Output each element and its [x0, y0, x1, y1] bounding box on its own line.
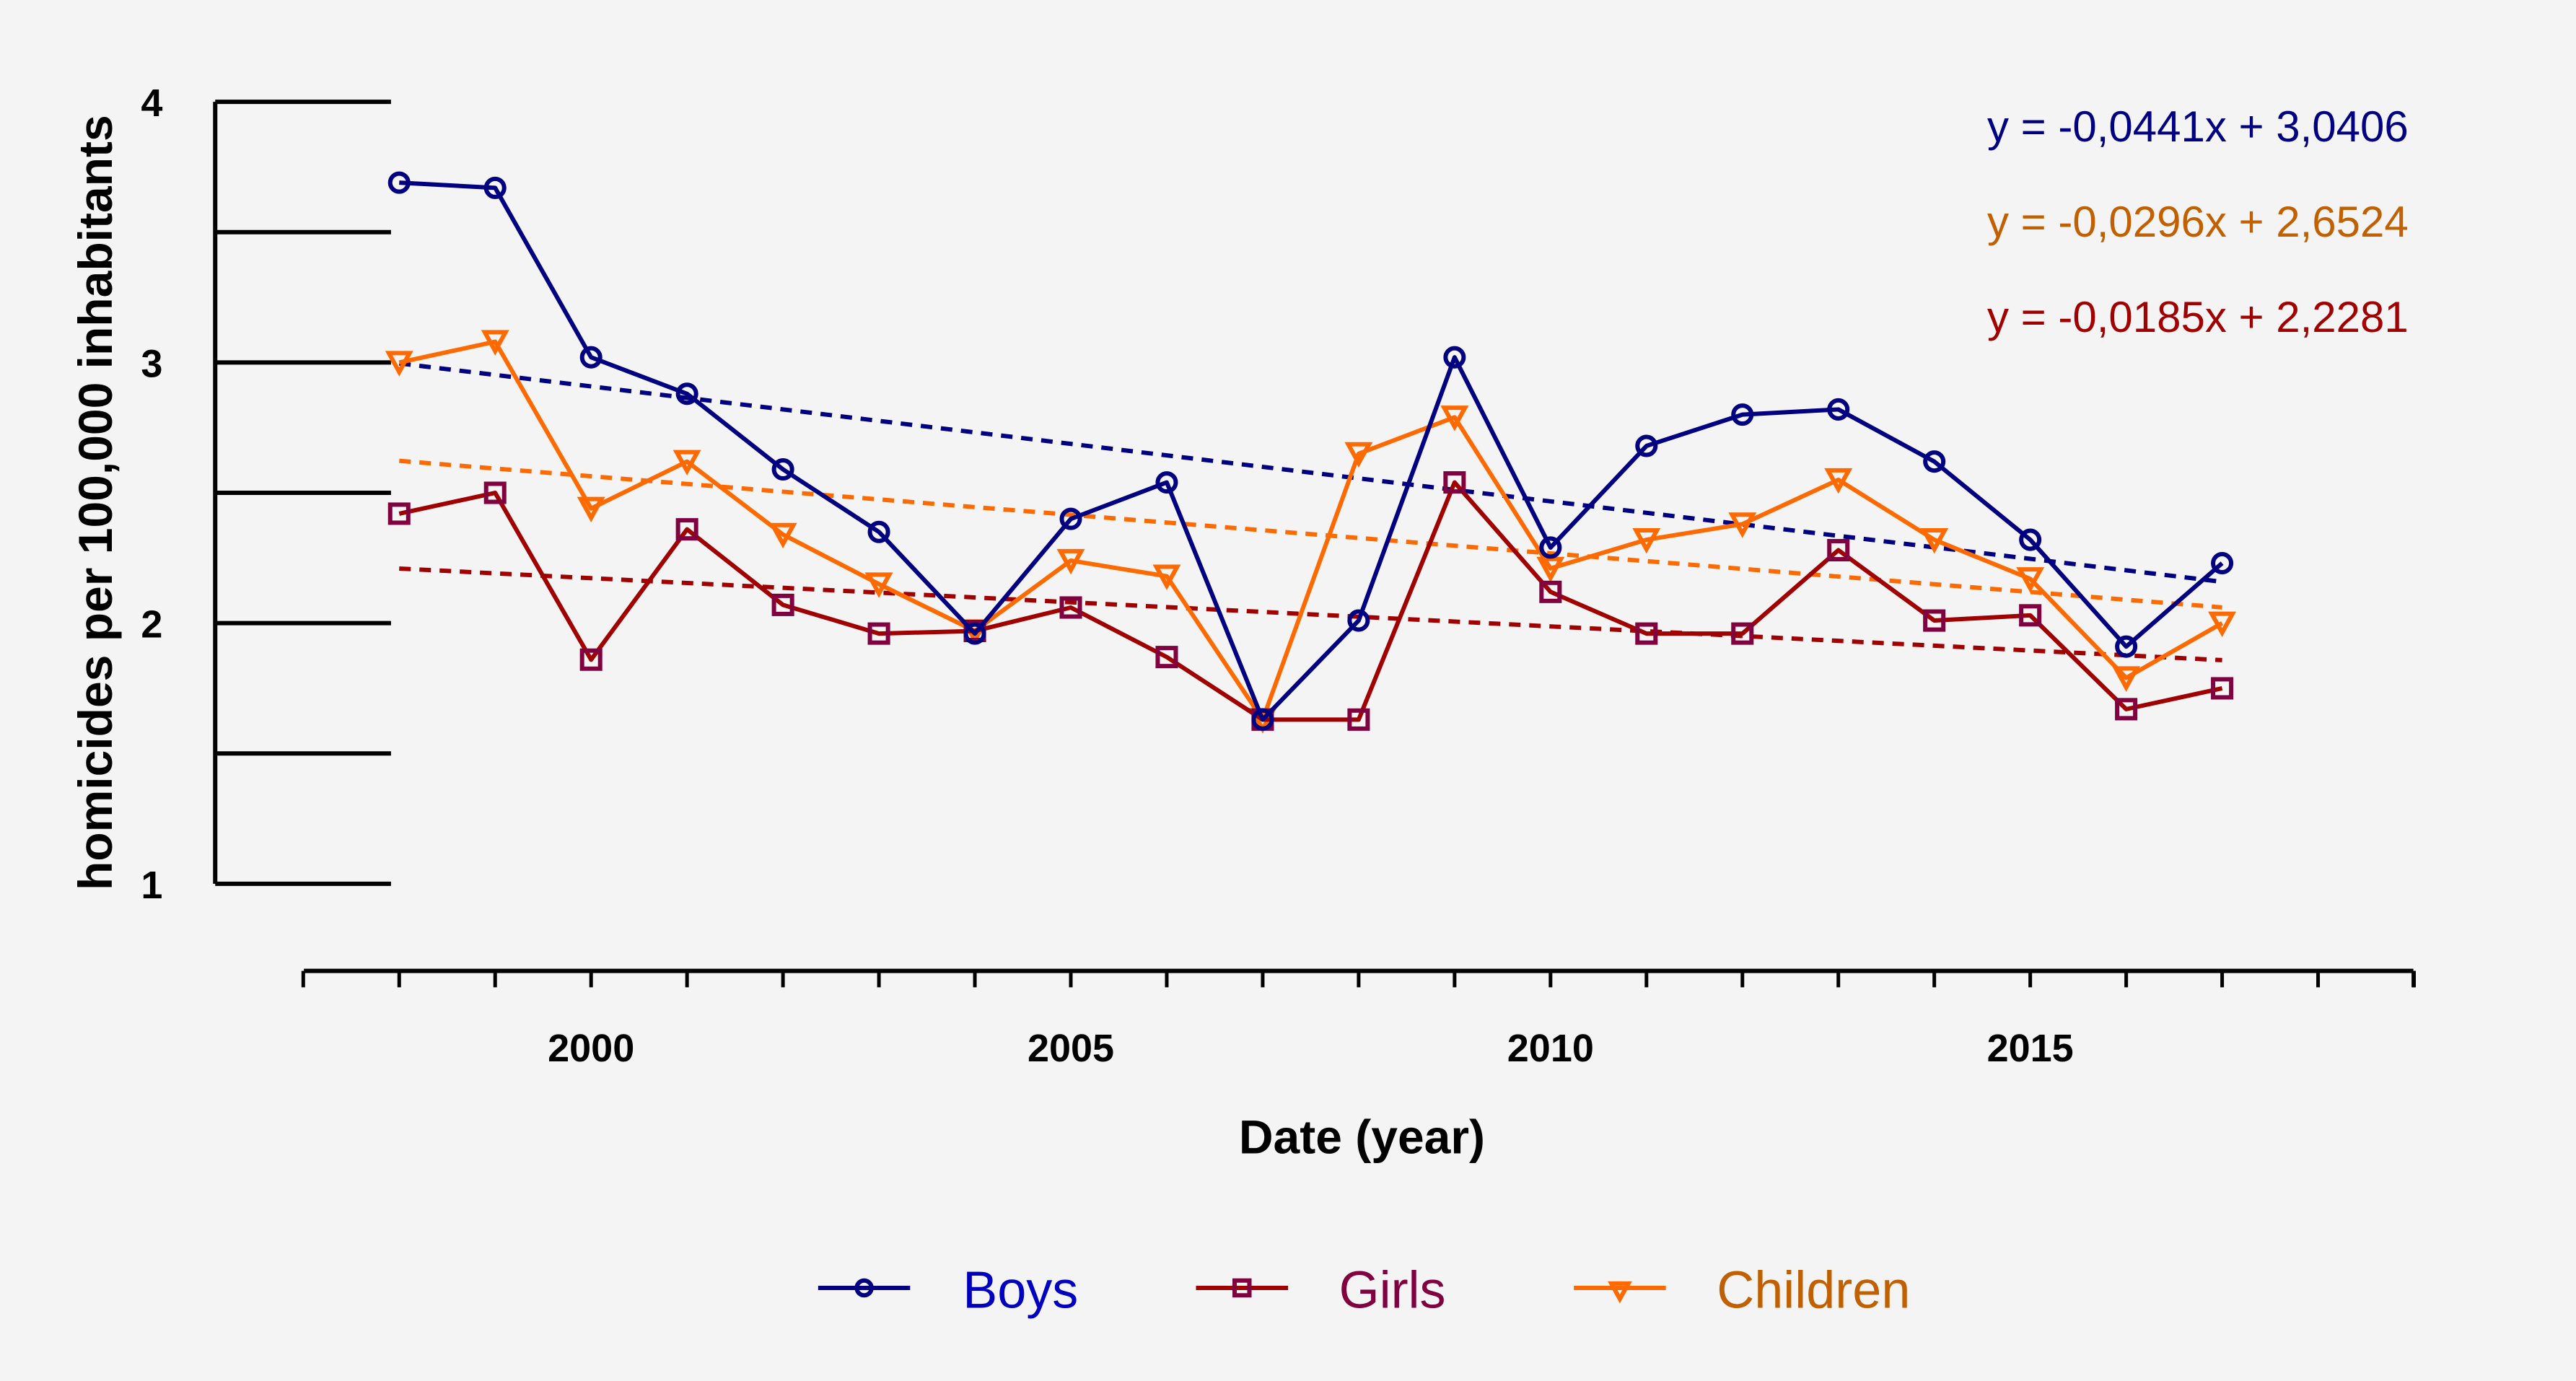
y-tick-label: 4	[141, 82, 162, 125]
data-point-boys	[675, 382, 698, 405]
data-point-girls	[483, 481, 507, 504]
y-axis: 1 2 3 4	[141, 82, 391, 907]
data-point-girls	[1059, 596, 1082, 619]
y-tick-label: 2	[141, 603, 162, 646]
data-point-boys	[387, 171, 411, 194]
x-tick-label: 2015	[1987, 1027, 2074, 1070]
equations: y = -0,0441x + 3,0406 y = -0,0296x + 2,65…	[1987, 102, 2409, 341]
data-point-girls	[771, 593, 794, 616]
data-point-girls	[387, 502, 411, 525]
data-point-children	[1440, 405, 1469, 431]
series-line-girls	[398, 480, 2223, 722]
data-point-children	[673, 450, 701, 475]
data-point-girls	[1155, 646, 1178, 669]
trendline-boys	[398, 361, 2222, 584]
series-layer	[385, 171, 2237, 734]
data-point-boys	[1155, 471, 1178, 494]
data-point-children	[1152, 564, 1181, 590]
y-tick-label: 3	[141, 342, 162, 385]
data-point-boys	[2211, 552, 2234, 575]
legend-label: Girls	[1339, 1261, 1446, 1319]
x-tick-label: 2005	[1028, 1027, 1114, 1070]
data-point-boys	[579, 346, 603, 369]
data-point-girls	[1923, 609, 1946, 632]
data-point-children	[1824, 468, 1853, 494]
data-point-boys	[1731, 403, 1754, 426]
data-point-boys	[1539, 536, 1562, 559]
series-children	[385, 330, 2237, 734]
x-tick-label: 2010	[1507, 1027, 1594, 1070]
data-point-children	[1056, 548, 1085, 575]
data-point-girls	[1635, 622, 1658, 645]
data-point-girls	[1443, 471, 1466, 494]
legend-marker-icon	[1232, 1278, 1252, 1298]
data-point-children	[768, 522, 797, 549]
data-point-girls	[1347, 708, 1370, 731]
trendline-equation-children: y = -0,0296x + 2,6524	[1987, 198, 2409, 246]
data-point-boys	[1059, 507, 1082, 530]
data-point-girls	[579, 648, 603, 671]
trendline-equation-girls: y = -0,0185x + 2,2281	[1987, 293, 2409, 341]
data-point-girls	[2115, 698, 2138, 721]
data-point-children	[1728, 512, 1757, 538]
data-point-boys	[1251, 708, 1274, 731]
data-point-children	[2112, 666, 2141, 692]
legend-label: Children	[1717, 1261, 1910, 1319]
trendline-children	[399, 458, 2222, 610]
x-axis-title: Date (year)	[1239, 1110, 1485, 1163]
data-point-boys	[1923, 450, 1946, 473]
x-axis: 2000 2005 2010 2015	[301, 968, 2417, 1070]
trendlines	[398, 361, 2222, 662]
legend: Boys Girls Children	[818, 1261, 1910, 1319]
data-point-children	[385, 351, 413, 377]
data-point-girls	[867, 622, 890, 645]
trendline-equation-boys: y = -0,0441x + 3,0406	[1987, 102, 2409, 151]
legend-item-girls: Girls	[1196, 1261, 1446, 1319]
data-point-children	[1344, 442, 1373, 468]
data-point-children	[1632, 527, 1661, 554]
trendline-girls	[399, 566, 2222, 662]
legend-marker-icon	[854, 1278, 874, 1298]
data-point-girls	[1539, 580, 1562, 603]
data-point-children	[481, 330, 509, 356]
data-point-girls	[675, 518, 698, 541]
series-line-children	[398, 339, 2224, 722]
data-point-children	[864, 572, 893, 598]
data-point-girls	[1731, 622, 1754, 645]
data-point-boys	[1827, 398, 1850, 421]
legend-item-boys: Boys	[818, 1261, 1078, 1319]
data-point-children	[577, 496, 605, 523]
legend-item-children: Children	[1574, 1261, 1910, 1319]
data-point-boys	[2019, 528, 2042, 551]
data-point-boys	[771, 458, 794, 481]
y-tick-label: 1	[141, 864, 162, 907]
series-girls	[387, 471, 2234, 731]
data-point-children	[2208, 611, 2237, 637]
data-point-boys	[2115, 635, 2138, 658]
data-point-boys	[1443, 346, 1466, 369]
data-point-girls	[1827, 538, 1850, 562]
legend-marker-icon	[1608, 1281, 1632, 1304]
data-point-boys	[963, 622, 986, 645]
legend-label: Boys	[963, 1261, 1078, 1319]
series-boys	[387, 171, 2234, 731]
x-tick-label: 2000	[548, 1027, 634, 1070]
data-point-children	[1536, 556, 1565, 583]
data-point-girls	[2211, 677, 2234, 700]
data-point-children	[2016, 567, 2045, 593]
data-point-boys	[867, 520, 890, 543]
data-point-girls	[2019, 604, 2042, 627]
data-point-children	[1920, 527, 1949, 554]
y-axis-title: homicides per 100,000 inhabitants	[69, 115, 122, 890]
data-point-boys	[1635, 434, 1658, 457]
series-line-boys	[399, 180, 2224, 722]
data-point-boys	[483, 176, 507, 199]
data-point-boys	[1347, 609, 1370, 632]
